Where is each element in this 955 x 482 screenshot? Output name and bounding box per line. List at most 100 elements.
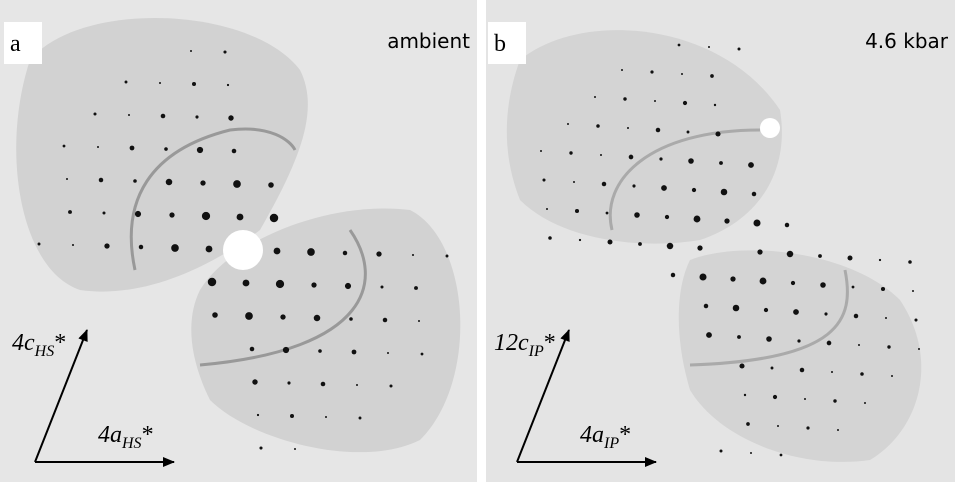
spot <box>678 44 681 47</box>
spot <box>606 212 609 215</box>
spot <box>777 425 779 427</box>
spot <box>757 249 762 254</box>
spot <box>66 178 68 180</box>
spot <box>414 286 418 290</box>
spot <box>687 131 690 134</box>
spot <box>708 46 710 48</box>
spot <box>806 426 809 429</box>
spot <box>287 381 290 384</box>
spot <box>733 305 740 312</box>
spot <box>579 239 581 241</box>
axis-star: * <box>142 422 154 448</box>
axis-main: 4a <box>580 422 604 448</box>
spot <box>575 209 579 213</box>
spot <box>750 452 752 454</box>
spot <box>797 339 800 342</box>
spot <box>276 280 284 288</box>
spot <box>412 254 414 256</box>
axis-sub: IP <box>528 343 544 360</box>
spot <box>139 245 143 249</box>
beam-stop <box>760 118 780 138</box>
spot <box>318 349 322 353</box>
spot <box>421 353 424 356</box>
spot <box>852 286 855 289</box>
spot <box>860 372 864 376</box>
spot <box>659 157 662 160</box>
spot <box>546 208 548 210</box>
spot <box>352 350 357 355</box>
spot <box>791 281 795 285</box>
axis-star: * <box>54 330 66 356</box>
spot <box>710 74 714 78</box>
spot <box>540 150 542 152</box>
spot <box>418 320 420 322</box>
spot <box>671 273 675 277</box>
spot <box>730 276 735 281</box>
spot <box>771 367 774 370</box>
spot <box>629 155 634 160</box>
spot <box>548 236 552 240</box>
spot <box>683 101 687 105</box>
spot <box>72 244 74 246</box>
spot <box>227 84 229 86</box>
spot <box>638 242 642 246</box>
spot <box>699 273 706 280</box>
spot <box>200 180 205 185</box>
spot <box>656 128 661 133</box>
spot <box>804 398 806 400</box>
spot <box>356 384 358 386</box>
spot <box>824 312 827 315</box>
spot <box>764 308 768 312</box>
spot <box>737 335 741 339</box>
spot <box>908 260 912 264</box>
spot <box>99 178 104 183</box>
axis-sub: HS <box>34 343 55 360</box>
spot <box>97 146 99 148</box>
spot <box>661 185 667 191</box>
panel-a <box>0 0 477 482</box>
spot <box>773 395 777 399</box>
axis-sub: IP <box>603 435 619 452</box>
spot <box>627 127 629 129</box>
spot <box>274 248 281 255</box>
condition: ambient <box>387 29 470 53</box>
axis-main: 4c <box>12 330 35 356</box>
spot <box>228 115 233 120</box>
spot <box>721 189 728 196</box>
spot <box>237 214 244 221</box>
spot <box>596 124 600 128</box>
spot <box>634 212 640 218</box>
spot <box>744 394 746 396</box>
spot <box>715 131 720 136</box>
spot <box>719 161 723 165</box>
spot <box>294 448 296 450</box>
spot <box>161 114 166 119</box>
spot <box>195 115 198 118</box>
spot <box>169 212 174 217</box>
spot <box>704 304 708 308</box>
spot <box>259 446 262 449</box>
spot <box>724 218 729 223</box>
spot <box>446 255 449 258</box>
spot <box>166 179 173 186</box>
spot <box>130 146 135 151</box>
spot <box>737 47 740 50</box>
spot <box>837 429 839 431</box>
spot <box>383 318 388 323</box>
panel-b <box>486 0 955 482</box>
spot <box>760 278 767 285</box>
spot <box>818 254 822 258</box>
spot <box>68 210 72 214</box>
spot <box>190 50 192 52</box>
axis-main: 4a <box>98 422 122 448</box>
spot <box>847 255 852 260</box>
panel-label: b <box>494 31 506 57</box>
spot <box>232 149 237 154</box>
spot <box>632 184 635 187</box>
spot <box>918 348 920 350</box>
axis-label: 12cIP* <box>494 330 556 360</box>
spot <box>607 239 612 244</box>
spot <box>739 363 744 368</box>
spot <box>912 290 914 292</box>
spot <box>746 422 750 426</box>
